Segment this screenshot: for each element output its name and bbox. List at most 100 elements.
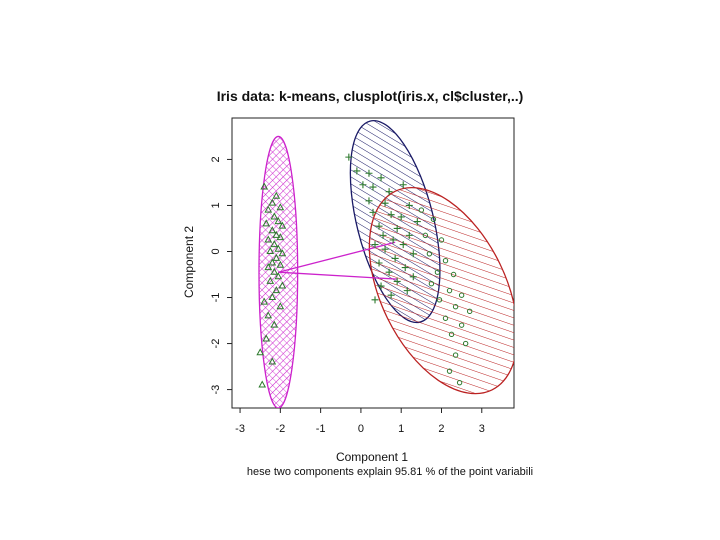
cluster-1-point-8 [262,219,271,227]
cluster-1-point-31 [270,320,279,328]
y-tick-label-6: 2 [210,156,222,162]
x-tick-label-1: -3 [235,423,245,435]
x-tick-label-4: 0 [358,423,364,435]
cluster-3-point-15 [442,315,449,321]
cluster-1-point-30 [264,311,273,319]
plot-frame [231,117,515,409]
cluster-1-point-35 [258,380,267,388]
cluster-1-point-17 [278,249,287,257]
clusters-layer [256,120,514,408]
cluster-1-point-32 [262,334,271,342]
cluster-2-point-3 [365,169,373,177]
cluster-3-point-9 [428,281,435,287]
cluster-2-point-10 [381,199,389,207]
cluster-3-point-6 [442,257,449,264]
cluster-2-point-34 [371,296,379,304]
cluster-2-point-32 [403,287,411,295]
cluster-3-point-17 [448,331,455,338]
cluster-1-point-15 [274,244,283,252]
cluster-3-point-19 [452,352,459,358]
cluster-1-point-4 [276,203,285,211]
cluster-1-point-10 [268,226,277,234]
cluster-1-point-29 [276,302,285,310]
cluster-2-point-18 [379,231,387,239]
cluster-connector-1 [278,241,396,273]
cluster-1-point-5 [264,205,273,213]
cluster-3-point-14 [466,308,473,315]
cluster-1-ellipse [258,135,299,408]
cluster-2-point-33 [387,291,395,299]
cluster-3-point-20 [446,368,453,374]
cluster-2-point-29 [409,273,417,281]
cluster-2-point-19 [405,231,413,239]
cluster-2-point-15 [413,218,421,226]
cluster-1-point-1 [260,182,269,190]
cluster-2-point-4 [377,174,385,182]
cluster-1-point-26 [272,286,281,294]
chart-title: Iris data: k-means, clusplot(iris.x, cl$… [217,88,524,104]
cluster-3-point-10 [446,287,453,294]
cluster-2-point-11 [405,201,413,209]
cluster-2-point-20 [389,236,397,244]
y-tick-label-5: 1 [210,202,222,208]
cluster-3-point-2 [430,216,437,222]
cluster-2-point-26 [375,259,383,267]
cluster-3-point-18 [462,340,469,347]
cluster-3-ellipse [368,186,514,395]
x-axis-label: Component 1 [336,450,408,464]
cluster-1-point-12 [276,233,285,241]
cluster-1-point-2 [272,191,281,199]
cluster-1-point-16 [266,246,275,254]
cluster-1-point-20 [276,260,285,268]
cluster-2-point-22 [399,241,407,249]
y-tick-label-3: -1 [210,293,222,303]
cluster-1-point-21 [264,263,273,271]
cluster-2-point-8 [399,181,407,189]
cluster-2-point-21 [371,241,379,249]
cluster-1-point-33 [256,348,265,356]
cluster-1-point-9 [278,221,287,229]
cluster-3-point-4 [438,237,445,243]
cluster-2-point-12 [369,208,377,216]
y-tick-label-4: 0 [210,248,222,254]
x-tick-label-3: -1 [316,423,326,435]
cluster-2-point-23 [381,245,389,253]
cluster-3-point-16 [458,322,465,328]
cluster-2-point-25 [391,254,399,262]
cluster-2-point-24 [409,250,417,258]
cluster-1-point-19 [268,258,277,266]
y-axis-label: Component 2 [182,226,196,298]
cluster-1-point-6 [270,212,279,220]
cluster-2-point-31 [377,282,385,290]
cluster-3-shading [369,187,514,394]
cluster-3-point-12 [436,297,443,303]
x-tick-label-6: 2 [438,423,444,435]
cluster-3-point-21 [456,379,463,386]
cluster-2-point-13 [387,211,395,219]
cluster-1-point-3 [268,198,277,206]
cluster-2-point-30 [393,277,401,285]
cluster-1-point-13 [264,235,273,243]
cluster-3-point-3 [422,232,429,239]
cluster-1-point-27 [268,292,277,301]
cluster-3-point-8 [450,271,457,278]
cluster-1-point-28 [260,297,269,305]
cluster-3-point-11 [458,292,465,298]
x-tick-label-5: 1 [398,423,404,435]
cluster-2-point-16 [375,222,383,230]
cluster-1-point-23 [274,272,283,280]
cluster-1-point-22 [270,267,279,275]
cluster-1-point-7 [274,217,283,225]
cluster-2-point-14 [397,213,405,221]
cluster-2-point-7 [385,188,393,196]
cluster-2-point-27 [401,264,409,272]
x-tick-label-2: -2 [275,423,285,435]
cluster-2-point-28 [385,268,393,276]
cluster-3-point-5 [426,251,433,257]
cluster-2-point-9 [365,197,373,205]
cluster-3-point-13 [452,304,459,310]
cluster-1-point-11 [272,230,281,238]
cluster-1-point-18 [272,253,281,261]
cluster-3-point-1 [418,207,425,213]
